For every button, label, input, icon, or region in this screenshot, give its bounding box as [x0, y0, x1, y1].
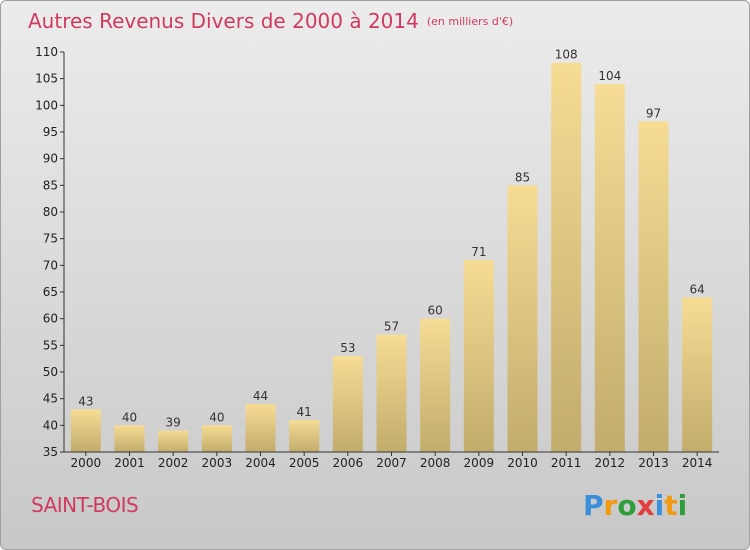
y-axis: 35 40 45 50 55 60 65 70 75 80 85 90 95 100 105 110 [35, 45, 65, 459]
data-label-2006: 53 [340, 341, 355, 355]
bar-2014 [682, 297, 713, 452]
x-tick-label-2010: 2010 [507, 456, 538, 470]
data-label-2004: 44 [253, 389, 268, 403]
y-tick-label: 50 [43, 365, 58, 379]
x-tick-label-2000: 2000 [71, 456, 102, 470]
logo-letter: o [617, 489, 637, 522]
x-tick-label-2011: 2011 [551, 456, 582, 470]
bar-2002 [158, 430, 189, 452]
chart-title-unit: (en milliers d'€) [426, 15, 514, 28]
data-label-2012: 104 [598, 69, 621, 83]
y-tick-label: 105 [35, 72, 58, 86]
proxiti-logo: Proxiti [583, 489, 687, 522]
data-label-2007: 57 [384, 320, 399, 334]
logo-letter: t [664, 489, 678, 522]
bar-2003 [201, 425, 232, 452]
data-label-2011: 108 [555, 48, 578, 62]
y-tick-label: 75 [43, 232, 58, 246]
logo-letter: P [583, 489, 604, 522]
data-label-2005: 41 [297, 405, 312, 419]
logo-letter: i [677, 489, 688, 522]
bar-2000 [70, 409, 101, 452]
y-tick-label: 85 [43, 178, 58, 192]
y-tick-label: 65 [43, 285, 58, 299]
x-tick-label-2004: 2004 [245, 456, 276, 470]
x-tick-label-2009: 2009 [464, 456, 495, 470]
bar-2006 [332, 356, 363, 452]
bar-2005 [289, 420, 320, 452]
y-tick-label: 95 [43, 125, 58, 139]
data-label-2008: 60 [428, 304, 443, 318]
location-name: SAINT-BOIS [31, 493, 139, 517]
y-tick-label: 80 [43, 205, 58, 219]
data-label-2009: 71 [471, 245, 486, 259]
data-label-2014: 64 [690, 282, 705, 296]
data-label-2000: 43 [78, 394, 93, 408]
chart-title: Autres Revenus Divers de 2000 à 2014 (en … [28, 9, 513, 33]
bar-2012 [594, 84, 625, 452]
y-tick-label: 60 [43, 312, 58, 326]
y-tick-label: 40 [43, 418, 58, 432]
y-tick-label: 45 [43, 392, 58, 406]
x-tick-label-2005: 2005 [289, 456, 320, 470]
bar-2007 [376, 334, 407, 452]
x-tick-label-2006: 2006 [333, 456, 364, 470]
chart-title-main: Autres Revenus Divers de 2000 à 2014 [28, 9, 419, 33]
x-tick-label-2012: 2012 [595, 456, 626, 470]
y-tick-label: 100 [35, 98, 58, 112]
logo-letter: r [603, 489, 618, 522]
logo-letter: x [636, 489, 655, 522]
bar-2008 [420, 318, 451, 452]
bar-2010 [507, 185, 538, 453]
data-label-2010: 85 [515, 170, 530, 184]
data-label-2001: 40 [122, 410, 137, 424]
x-tick-label-2014: 2014 [682, 456, 713, 470]
y-tick-label: 110 [35, 45, 58, 59]
x-axis: 2000 2001 2002 2003 2004 2005 2006 2007 2008 2009… [64, 451, 719, 470]
x-tick-label-2007: 2007 [376, 456, 407, 470]
y-tick-label: 90 [43, 152, 58, 166]
x-tick-label-2003: 2003 [202, 456, 233, 470]
x-tick-label-2002: 2002 [158, 456, 189, 470]
data-label-2013: 97 [646, 106, 661, 120]
logo-letter: i [654, 489, 665, 522]
data-label-2002: 39 [166, 416, 181, 430]
bar-2013 [638, 121, 669, 452]
y-tick-label: 70 [43, 258, 58, 272]
y-tick-label: 35 [43, 445, 58, 459]
bars: 43 40 39 40 44 41 53 57 60 71 85 108 104 97 64 [70, 48, 713, 453]
bar-2011 [551, 62, 582, 453]
bar-2009 [463, 260, 494, 452]
bar-2001 [114, 425, 145, 452]
x-tick-label-2013: 2013 [638, 456, 669, 470]
x-tick-label-2008: 2008 [420, 456, 451, 470]
data-label-2003: 40 [209, 410, 224, 424]
bar-2004 [245, 404, 276, 452]
y-tick-label: 55 [43, 338, 58, 352]
x-tick-label-2001: 2001 [114, 456, 145, 470]
